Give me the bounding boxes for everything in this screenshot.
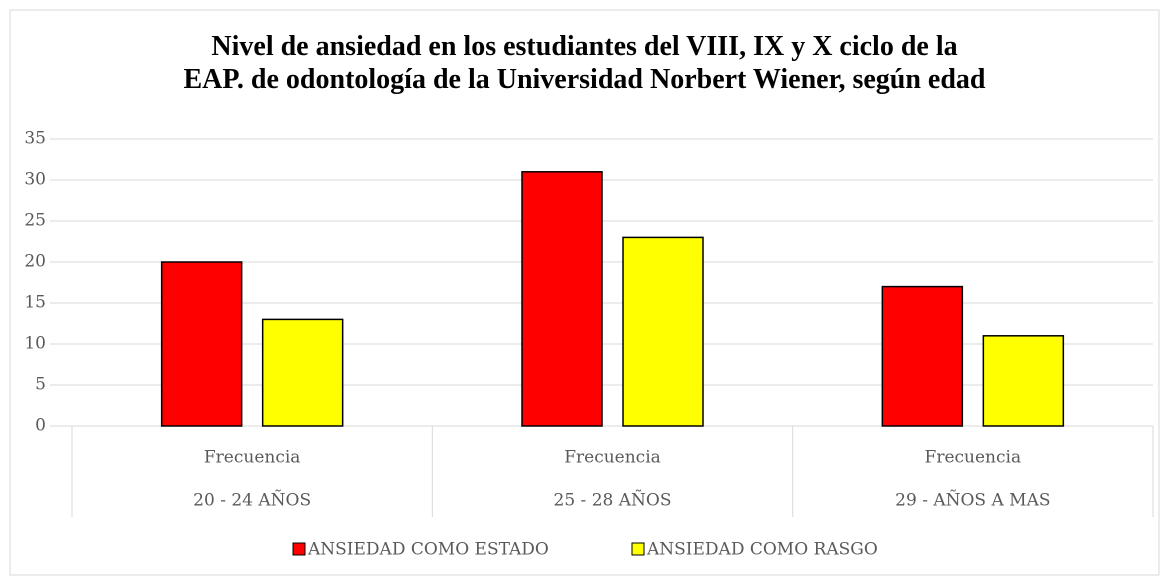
bar [982,335,1065,427]
bar [521,171,603,427]
y-tick-label: 5 [35,375,46,395]
legend-swatch [292,542,306,556]
y-tick-label: 10 [24,334,46,354]
y-tick-label: 30 [24,170,46,190]
x-subcategory-label: Frecuencia [204,448,301,468]
x-tick-label: 20 - 24 AÑOS [193,490,311,511]
x-subcategory-label: Frecuencia [925,448,1022,468]
y-tick-label: 25 [24,211,46,231]
bar [261,318,344,427]
chart-title: Nivel de ansiedad en los estudiantes del… [183,31,986,95]
y-tick-label: 0 [35,416,46,436]
y-tick-label: 35 [24,129,46,149]
legend-swatch [631,542,645,556]
x-tick-label: 29 - AÑOS A MAS [895,490,1050,511]
legend-label: ANSIEDAD COMO RASGO [646,540,878,560]
x-subcategory-label: Frecuencia [564,448,661,468]
legend-label: ANSIEDAD COMO ESTADO [307,540,549,560]
bar [881,285,964,427]
bar [160,261,243,427]
y-tick-label: 15 [24,293,46,313]
y-tick-label: 20 [24,252,46,272]
x-tick-label: 25 - 28 AÑOS [554,490,672,511]
chart-border [9,9,1160,576]
bar [622,236,704,427]
